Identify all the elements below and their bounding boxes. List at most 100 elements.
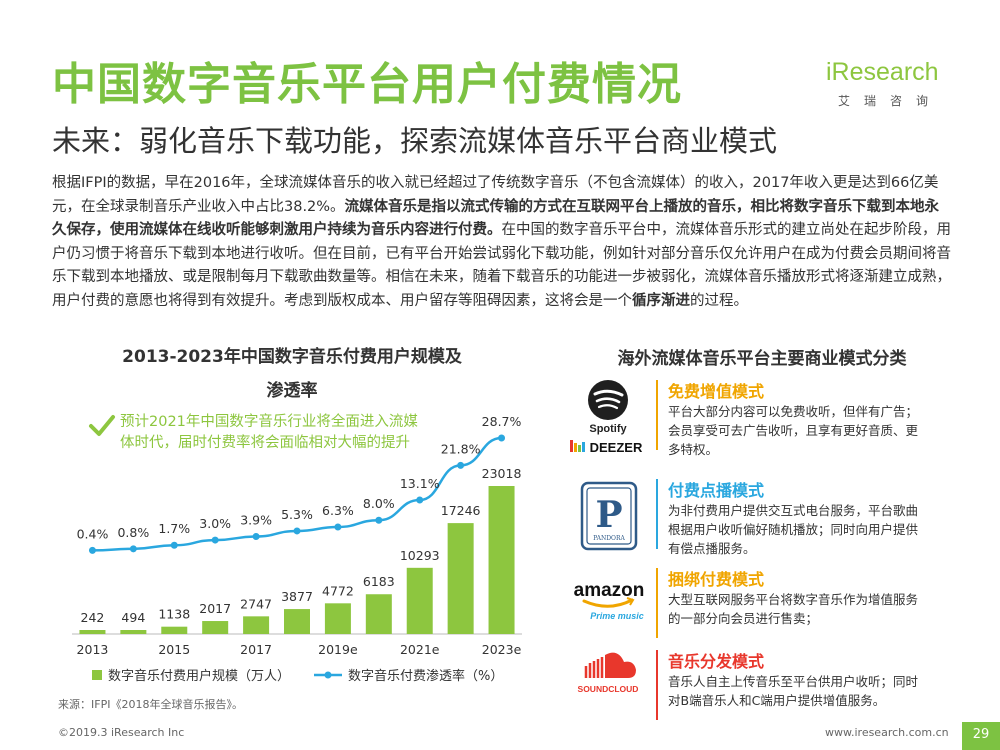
model-divider [656,479,658,549]
model-desc: 平台大部分内容可以免费收听，但伴有广告；会员享受可去广告收听，且享有更好音质、更… [668,404,919,457]
line-point [416,496,424,504]
para-sentence-5: 的过程。 [690,292,748,309]
model-desc: 为非付费用户提供交互式电台服务，平台歌曲根据用户收听偏好随机播放；同时向用户提供… [668,503,919,556]
pandora-p: P [595,494,622,536]
model-desc: 音乐人自主上传音乐至平台供用户收听；同时对B端音乐人和C端用户提供增值服务。 [668,674,919,708]
model-on-demand: P PANDORA 付费点播模式 为非付费用户提供交互式电台服务，平台歌曲根据用… [568,477,968,557]
logo-subtext: 艾瑞咨询 [838,94,943,108]
line-point [252,533,260,541]
para-sentence-3: 在中国的数字音乐平台中，流媒体音乐形式的建立尚处在起步阶段，用户仍习惯于将音乐下… [52,222,951,309]
model-divider [656,380,658,450]
bar-value-label: 23018 [482,466,522,481]
bar-value-label: 10293 [400,548,440,563]
line-point [375,516,383,524]
model-title: 音乐分发模式 [668,652,765,671]
business-models-title: 海外流媒体音乐平台主要商业模式分类 [617,349,907,369]
model-distribution: SOUNDCLOUD 音乐分发模式 音乐人自主上传音乐至平台供用户收听；同时对B… [568,648,968,728]
para-sentence-1: 根据IFPI的数据，早在2016年，全球流媒体音乐的收入就已经超过了传统数字音乐… [52,175,939,215]
bar-value-label: 6183 [363,574,395,589]
line-value-label: 6.3% [322,503,354,518]
source-note: 来源：IFPI《2018年全球音乐报告》。 [58,698,243,711]
bar-value-label: 3877 [281,589,313,604]
legend-bar-label: 数字音乐付费用户规模（万人） [108,668,290,684]
bar [161,626,188,634]
pandora-label: PANDORA [593,535,625,542]
x-tick-label: 2017 [240,642,272,657]
line-value-label: 0.4% [77,526,109,541]
line-value-label: 21.8% [441,441,481,456]
website-url: www.iresearch.com.cn [825,726,949,739]
bar-value-label: 494 [121,610,145,625]
line-point [88,546,96,554]
bar [488,486,515,634]
model-divider [656,650,658,720]
chart-title-line-2: 渗透率 [266,381,318,401]
line-value-label: 5.3% [281,507,313,522]
chart-title-line-1: 2013-2023年中国数字音乐付费用户规模及 [122,347,462,367]
bar [202,621,229,634]
para-highlight-2: 循序渐进 [632,292,690,309]
bar-value-label: 242 [81,610,105,625]
line-point [129,545,137,553]
line-value-label: 0.8% [117,525,149,540]
amazon-prime-logo: amazon Prime music [568,566,650,646]
legend-line-marker [324,671,332,679]
model-desc: 大型互联网服务平台将数字音乐作为增值服务的一部分向会员进行售卖； [668,592,919,626]
line-point [498,434,506,442]
bar [447,523,474,634]
deezer-label: DEEZER [590,440,643,455]
line-value-label: 3.9% [240,513,272,528]
bar [406,567,433,634]
legend-line-label: 数字音乐付费渗透率（%） [348,668,503,684]
x-tick-label: 2021e [400,642,440,657]
chart-title: 2013-2023年中国数字音乐付费用户规模及 渗透率 [52,340,532,408]
model-title: 捆绑付费模式 [668,570,765,589]
prime-music-label: Prime music [590,611,644,621]
line-point [293,527,301,535]
line-point [457,461,465,469]
spotify-label: Spotify [589,423,627,435]
model-title: 付费点播模式 [668,481,765,500]
model-freemium: Spotify DEEZER 免费增值模式 平台大部分内容可以免费收听，但伴有广… [568,378,968,458]
line-value-label: 1.7% [158,521,190,536]
bar [243,616,270,634]
bar [120,630,147,634]
x-tick-label: 2019e [318,642,358,657]
model-bundle: amazon Prime music 捆绑付费模式 大型互联网服务平台将数字音乐… [568,566,968,646]
page-title: 中国数字音乐平台用户付费情况 [52,59,682,110]
soundcloud-label: SOUNDCLOUD [578,684,639,694]
x-tick-label: 2013 [77,642,109,657]
pandora-logo: P PANDORA [568,477,650,557]
bar-value-label: 17246 [441,503,481,518]
paid-users-chart: 242 2013 494 1138 2015 2017 2747 2017 3877 4772 20… [72,414,522,684]
line-value-label: 3.0% [199,516,231,531]
x-tick-label: 2015 [158,642,190,657]
bar-value-label: 4772 [322,583,354,598]
bar [79,630,106,634]
soundcloud-logo: SOUNDCLOUD [568,648,650,728]
model-divider [656,568,658,638]
checkmark-icon [89,415,115,436]
page-subtitle: 未来：弱化音乐下载功能，探索流媒体音乐平台商业模式 [52,124,778,158]
page-number: 29 [962,722,1000,750]
x-tick-label: 2023e [482,642,522,657]
spotify-deezer-logo: Spotify DEEZER [568,378,650,458]
bar-value-label: 2747 [240,596,272,611]
bar-value-label: 1138 [158,607,190,622]
bar [365,594,392,634]
legend-bar-swatch [92,670,102,680]
model-title: 免费增值模式 [668,382,765,401]
bar [284,609,310,634]
bar-value-label: 2017 [199,601,231,616]
line-value-label: 28.7% [482,414,522,429]
line-point [334,523,342,531]
iresearch-logo: iResearch 艾瑞咨询 [826,58,944,118]
line-value-label: 8.0% [363,496,395,511]
body-paragraph: 根据IFPI的数据，早在2016年，全球流媒体音乐的收入就已经超过了传统数字音乐… [52,172,952,313]
line-point [211,536,219,544]
line-point [170,541,178,549]
bar [324,603,351,634]
chart-callout: 预计2021年中国数字音乐行业将全面进入流媒体时代，届时付费率将会面临相对大幅的… [120,414,418,451]
copyright: ©2019.3 iResearch Inc [58,726,185,739]
amazon-label: amazon [574,580,645,601]
